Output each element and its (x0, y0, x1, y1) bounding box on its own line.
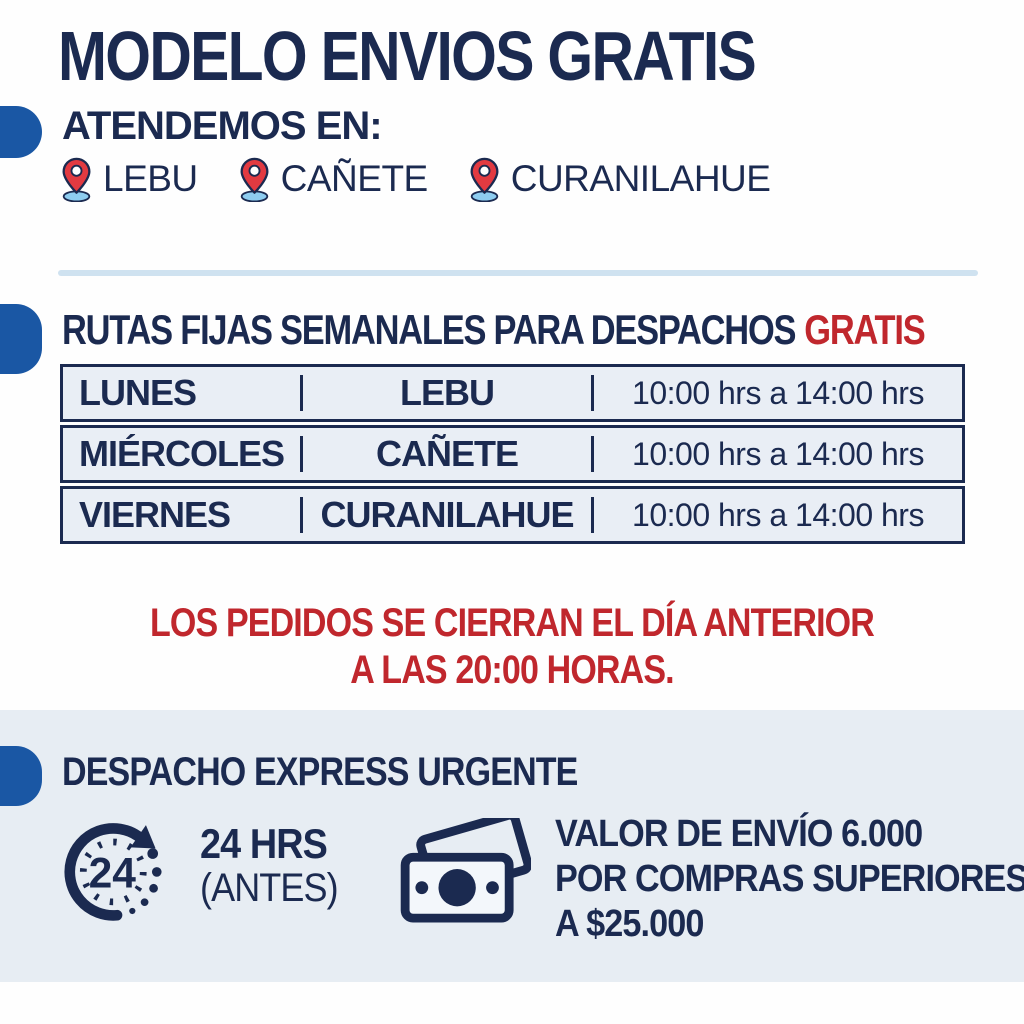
day-cell: VIERNES (79, 494, 231, 535)
column-divider (591, 497, 594, 533)
section-tab-express (0, 746, 42, 806)
map-pin-icon (470, 157, 499, 202)
column-divider (591, 436, 594, 472)
rutas-heading-text: RUTAS FIJAS SEMANALES PARA DESPACHOS (62, 306, 796, 353)
map-pin-icon (62, 157, 91, 202)
location-item: CAÑETE (238, 156, 428, 202)
table-row: LUNES LEBU 10:00 hrs a 14:00 hrs (60, 364, 965, 422)
hours-line: 24 HRS (200, 820, 328, 867)
value-line: VALOR DE ENVÍO 6.000 (555, 813, 923, 855)
express-content: 24 24 HRS (ANTES) VALOR DE ENVÍO 6.000 P… (58, 812, 1024, 947)
map-pin-icon (240, 157, 269, 202)
hours-line: (ANTES) (200, 866, 339, 910)
location-item: LEBU (60, 156, 198, 202)
table-row: MIÉRCOLES CAÑETE 10:00 hrs a 14:00 hrs (60, 425, 965, 483)
order-deadline-notice: LOS PEDIDOS SE CIERRAN EL DÍA ANTERIOR A… (77, 600, 947, 694)
express-section: DESPACHO EXPRESS URGENTE 24 24 HRS (ANTE… (0, 710, 1024, 982)
time-cell: 10:00 hrs a 14:00 hrs (632, 374, 924, 411)
clock-24-label: 24 (89, 849, 137, 897)
table-row: VIERNES CURANILAHUE 10:00 hrs a 14:00 hr… (60, 486, 965, 544)
locations-row: LEBU CAÑETE CURANILAHUE (60, 156, 771, 202)
page-title: MODELO ENVIOS GRATIS (58, 17, 757, 95)
section-tab-rutas (0, 304, 42, 374)
value-line: A $25.000 (555, 903, 704, 945)
express-value: VALOR DE ENVÍO 6.000 POR COMPRAS SUPERIO… (555, 812, 1024, 947)
value-line: POR COMPRAS SUPERIORES (555, 858, 1024, 900)
routes-table: LUNES LEBU 10:00 hrs a 14:00 hrs MIÉRCOL… (60, 364, 965, 547)
time-cell: 10:00 hrs a 14:00 hrs (632, 496, 924, 533)
notice-line: LOS PEDIDOS SE CIERRAN EL DÍA ANTERIOR (150, 601, 875, 645)
atendemos-heading: ATENDEMOS EN: (62, 104, 383, 148)
location-item: CURANILAHUE (468, 156, 771, 202)
day-cell: MIÉRCOLES (79, 433, 285, 474)
place-cell: CURANILAHUE (320, 494, 575, 535)
place-cell: CAÑETE (375, 433, 519, 474)
day-cell: LUNES (79, 372, 197, 413)
section-divider (58, 270, 978, 276)
column-divider (300, 436, 303, 472)
section-tab-atendemos (0, 106, 42, 158)
time-cell: 10:00 hrs a 14:00 hrs (632, 435, 924, 472)
clock-24-icon: 24 (64, 823, 162, 921)
money-bills-icon (400, 818, 531, 923)
column-divider (300, 497, 303, 533)
express-heading: DESPACHO EXPRESS URGENTE (62, 750, 578, 794)
rutas-heading-highlight: GRATIS (804, 306, 925, 353)
location-label: CAÑETE (280, 158, 429, 199)
express-hours: 24 HRS (ANTES) (200, 820, 353, 911)
location-label: LEBU (103, 158, 198, 199)
column-divider (591, 375, 594, 411)
place-cell: LEBU (400, 372, 495, 413)
location-label: CURANILAHUE (510, 158, 771, 199)
rutas-heading: RUTAS FIJAS SEMANALES PARA DESPACHOS GRAT… (62, 306, 926, 354)
column-divider (300, 375, 303, 411)
notice-line: A LAS 20:00 HORAS. (350, 648, 674, 692)
